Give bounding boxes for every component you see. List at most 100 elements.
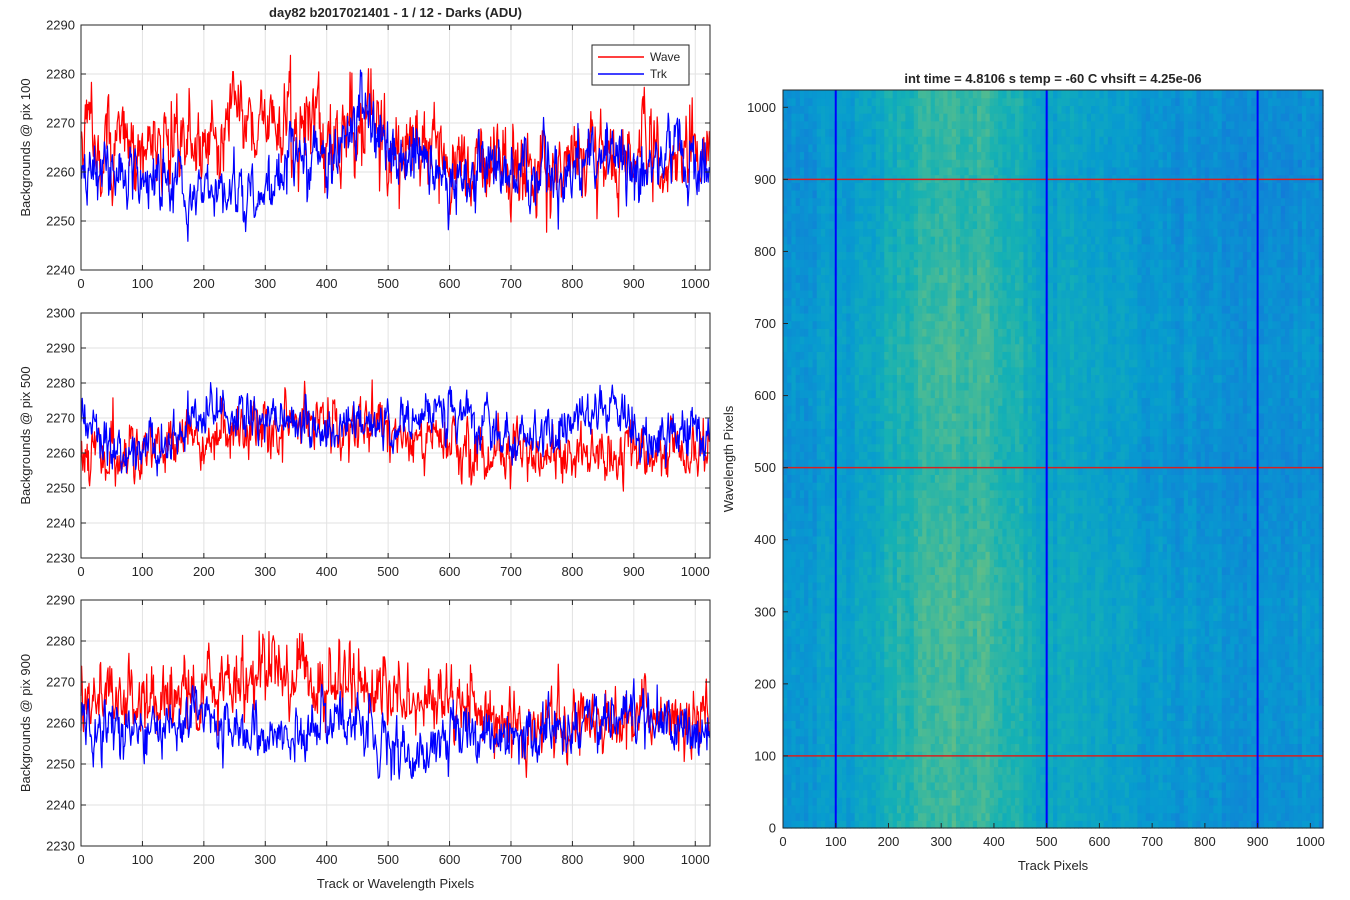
heatmap-cell bbox=[964, 766, 970, 775]
heatmap-cell bbox=[1306, 712, 1311, 721]
heatmap-cell bbox=[875, 558, 881, 568]
heatmap-cell bbox=[837, 728, 843, 737]
heatmap-cell bbox=[1280, 558, 1286, 568]
heatmap-cell bbox=[820, 535, 826, 545]
heatmap-cell bbox=[888, 643, 894, 652]
heatmap-cell bbox=[829, 689, 835, 698]
heatmap-cell bbox=[1179, 781, 1185, 791]
heatmap-cell bbox=[1053, 820, 1058, 829]
heatmap-cell bbox=[1128, 628, 1134, 637]
heatmap-cell bbox=[993, 658, 999, 668]
heatmap-cell bbox=[918, 589, 923, 598]
heatmap-cell bbox=[892, 720, 898, 729]
heatmap-cell bbox=[867, 735, 873, 745]
heatmap-cell bbox=[1166, 705, 1172, 714]
heatmap-cell bbox=[1053, 781, 1058, 791]
heatmap-cell bbox=[1289, 681, 1295, 691]
heatmap-cell bbox=[909, 651, 915, 660]
heatmap-cell bbox=[1171, 612, 1176, 622]
heatmap-cell bbox=[1099, 804, 1105, 814]
heatmap-cell bbox=[1053, 666, 1058, 675]
heatmap-cell bbox=[1272, 774, 1278, 783]
heatmap-cell bbox=[985, 697, 991, 706]
heatmap-cell bbox=[1019, 789, 1025, 798]
heatmap-cell bbox=[1048, 612, 1054, 622]
heatmap-cell bbox=[1268, 558, 1273, 568]
heatmap-cell bbox=[896, 812, 902, 821]
heatmap-cell bbox=[1150, 774, 1155, 783]
heatmap-cell bbox=[846, 728, 852, 737]
heatmap-cell bbox=[964, 551, 970, 560]
heatmap-cell bbox=[968, 666, 974, 675]
heatmap-cell bbox=[837, 712, 843, 721]
heatmap-cell bbox=[993, 605, 999, 614]
heatmap-cell bbox=[964, 774, 970, 783]
heatmap-cell bbox=[943, 543, 949, 552]
heatmap-cell bbox=[825, 758, 831, 768]
heatmap-cell bbox=[880, 612, 885, 622]
y-tick-label: 2280 bbox=[46, 634, 75, 649]
heatmap-cell bbox=[1061, 689, 1067, 698]
heatmap-cell bbox=[795, 582, 801, 591]
heatmap-cell bbox=[918, 766, 923, 775]
heatmap-cell bbox=[1040, 574, 1046, 583]
heatmap-cell bbox=[926, 705, 932, 714]
heatmap-cell bbox=[892, 558, 898, 568]
heatmap-cell bbox=[1082, 789, 1088, 798]
heatmap-cell bbox=[1289, 820, 1295, 829]
heatmap-cell bbox=[1230, 589, 1236, 598]
heatmap-cell bbox=[1234, 582, 1240, 591]
heatmap-cell bbox=[1314, 574, 1320, 583]
heatmap-cell bbox=[1082, 712, 1088, 721]
heatmap-cell bbox=[1263, 712, 1269, 721]
heatmap-cell bbox=[896, 820, 902, 829]
heatmap-cell bbox=[930, 689, 936, 698]
heatmap-cell bbox=[867, 743, 873, 752]
heatmap-cell bbox=[1272, 758, 1278, 768]
heatmap-cell bbox=[1137, 766, 1143, 775]
heatmap-cell bbox=[968, 797, 974, 806]
heatmap-cell bbox=[930, 735, 936, 745]
heatmap-cell bbox=[1293, 697, 1299, 706]
heatmap-cell bbox=[812, 558, 818, 568]
heatmap-cell bbox=[1019, 804, 1025, 814]
heatmap-cell bbox=[804, 728, 809, 737]
heatmap-cell bbox=[867, 712, 873, 721]
heatmap-cell bbox=[820, 620, 826, 629]
heatmap-cell bbox=[850, 628, 856, 637]
heatmap-cell bbox=[1002, 681, 1008, 691]
heatmap-cell bbox=[1280, 789, 1286, 798]
heatmap-cell bbox=[1204, 681, 1210, 691]
heatmap-cell bbox=[1158, 651, 1164, 660]
heatmap-cell bbox=[875, 712, 881, 721]
heatmap-cell bbox=[1301, 743, 1307, 752]
heatmap-cell bbox=[1213, 728, 1219, 737]
heatmap-cell bbox=[993, 820, 999, 829]
heatmap-cell bbox=[1082, 635, 1088, 645]
heatmap-cell bbox=[1247, 605, 1252, 614]
heatmap-cell bbox=[1196, 589, 1202, 598]
heatmap-cell bbox=[947, 574, 953, 583]
heatmap-cell bbox=[930, 558, 936, 568]
heatmap-cell bbox=[1057, 674, 1063, 683]
heatmap-cell bbox=[964, 597, 970, 606]
heatmap-cell bbox=[1171, 820, 1176, 829]
heatmap-cell bbox=[825, 582, 831, 591]
heatmap-cell bbox=[1259, 628, 1265, 637]
heatmap-cell bbox=[875, 635, 881, 645]
heatmap-cell bbox=[1019, 705, 1025, 714]
heatmap-cell bbox=[922, 658, 928, 668]
heatmap-cell bbox=[1074, 558, 1079, 568]
heatmap-cell bbox=[955, 758, 961, 768]
heatmap-cell bbox=[1002, 589, 1008, 598]
heatmap-cell bbox=[867, 812, 873, 821]
heatmap-cell bbox=[1263, 628, 1269, 637]
heatmap-cell bbox=[1095, 697, 1101, 706]
heatmap-cell bbox=[1230, 705, 1236, 714]
heatmap-cell bbox=[1192, 689, 1198, 698]
heatmap-cell bbox=[1031, 712, 1037, 721]
heatmap-cell bbox=[820, 728, 826, 737]
heatmap-cell bbox=[943, 658, 949, 668]
heatmap-cell bbox=[1145, 758, 1151, 768]
heatmap-cell bbox=[1078, 758, 1084, 768]
